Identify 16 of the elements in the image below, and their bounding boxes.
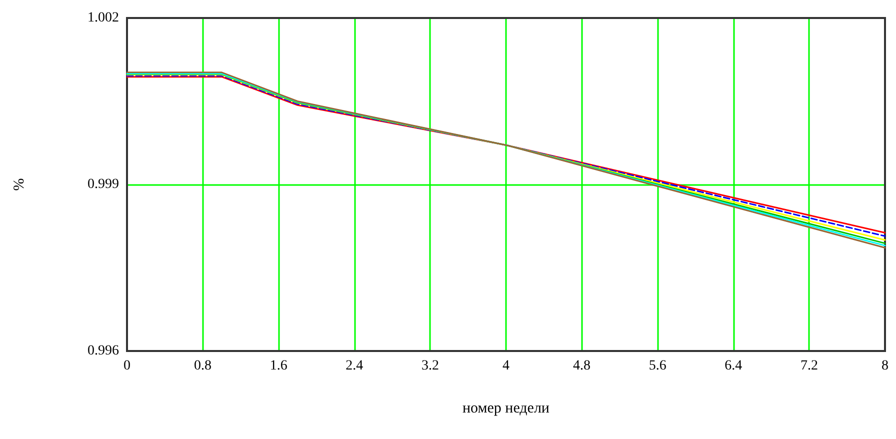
x-axis-title: номер недели bbox=[462, 400, 550, 416]
y-tick-label: 0.999 bbox=[88, 177, 119, 192]
x-tick-label: 5.6 bbox=[648, 358, 666, 374]
x-tick-label: 4 bbox=[502, 358, 510, 374]
x-tick-label: 6.4 bbox=[724, 358, 742, 374]
x-tick-label: 0 bbox=[124, 358, 130, 374]
x-tick-label: 0.8 bbox=[194, 358, 212, 374]
x-tick-label: 1.6 bbox=[270, 358, 288, 374]
y-axis-title: % bbox=[12, 178, 28, 191]
x-tick-label: 7.2 bbox=[800, 358, 818, 374]
x-tick-label: 4.8 bbox=[573, 358, 591, 374]
y-tick-label: 0.996 bbox=[88, 344, 119, 358]
x-tick-label: 8 bbox=[882, 358, 888, 374]
x-tick-label: 3.2 bbox=[421, 358, 439, 374]
x-tick-label: 2.4 bbox=[346, 358, 364, 374]
y-tick-label: 1.002 bbox=[88, 10, 119, 26]
